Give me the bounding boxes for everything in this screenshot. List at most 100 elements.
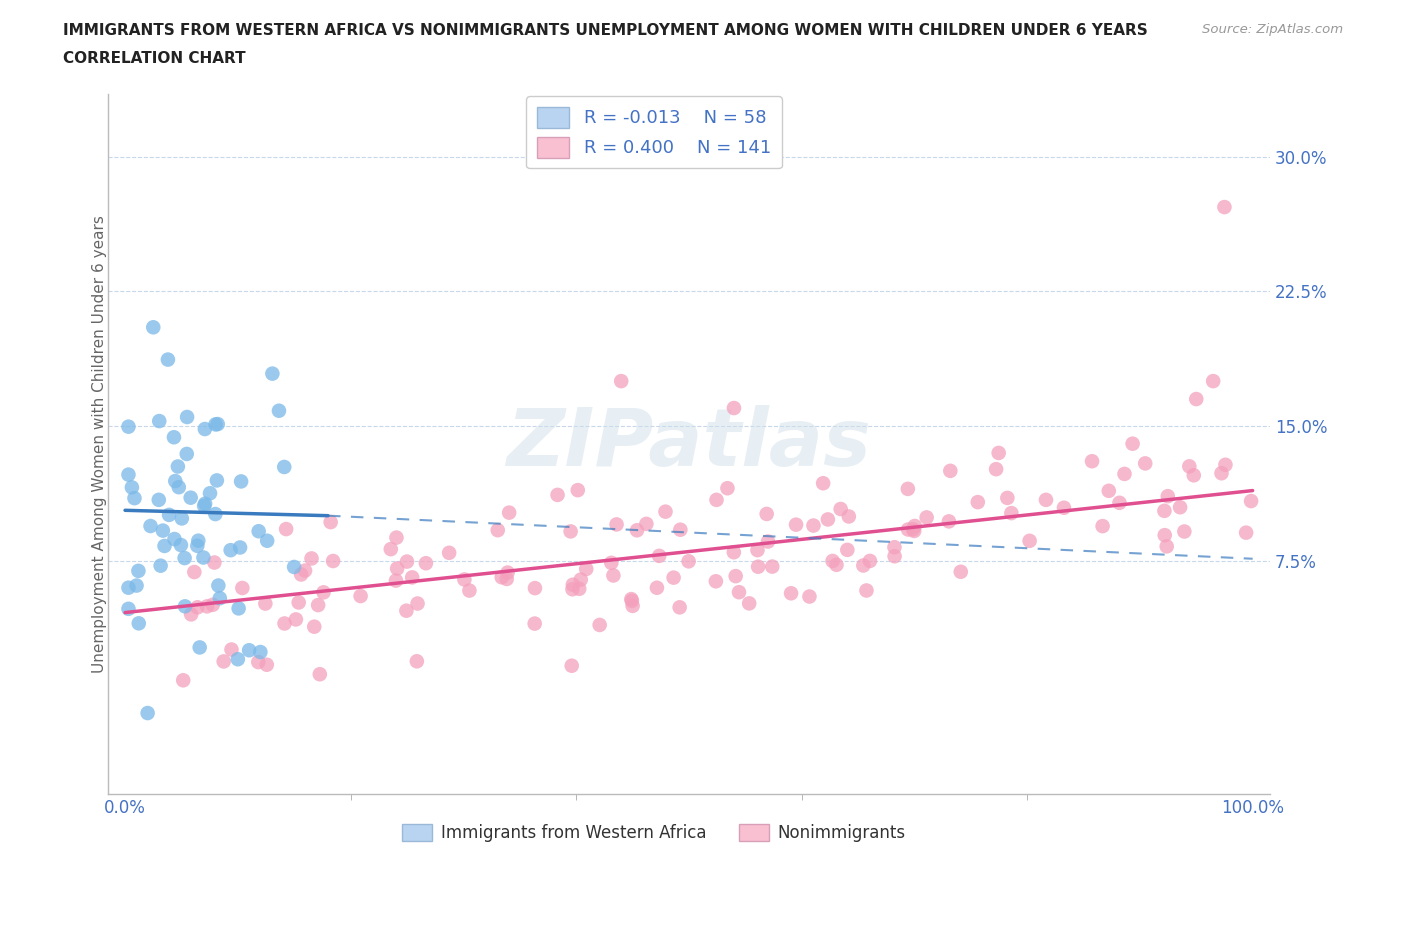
Point <box>1213 200 1236 215</box>
Point <box>308 667 330 682</box>
Point <box>723 401 745 416</box>
Point <box>523 617 546 631</box>
Point <box>1091 519 1114 534</box>
Point <box>1081 454 1104 469</box>
Point <box>349 589 371 604</box>
Point <box>915 510 938 525</box>
Point <box>322 553 344 568</box>
Point <box>747 559 769 574</box>
Point <box>194 421 217 436</box>
Point <box>204 417 226 432</box>
Point <box>1234 525 1257 540</box>
Point <box>668 600 690 615</box>
Point <box>124 491 146 506</box>
Point <box>287 595 309 610</box>
Point <box>205 473 228 488</box>
Point <box>194 497 217 512</box>
Point <box>208 591 231 605</box>
Point <box>231 580 253 595</box>
Point <box>1000 506 1022 521</box>
Point <box>1211 466 1233 481</box>
Point <box>249 644 271 659</box>
Point <box>723 545 745 560</box>
Legend: Immigrants from Western Africa, Nonimmigrants: Immigrants from Western Africa, Nonimmig… <box>395 817 912 848</box>
Point <box>724 568 747 583</box>
Point <box>304 619 326 634</box>
Point <box>498 505 520 520</box>
Point <box>157 508 180 523</box>
Point <box>855 583 877 598</box>
Point <box>755 507 778 522</box>
Point <box>904 519 927 534</box>
Point <box>1122 436 1144 451</box>
Point <box>136 706 159 721</box>
Point <box>385 561 408 576</box>
Point <box>294 564 316 578</box>
Point <box>405 654 427 669</box>
Point <box>183 565 205 579</box>
Point <box>267 404 290 418</box>
Point <box>212 654 235 669</box>
Point <box>654 504 676 519</box>
Point <box>811 476 834 491</box>
Point <box>142 320 165 335</box>
Point <box>256 533 278 548</box>
Point <box>163 430 186 445</box>
Point <box>1240 494 1263 509</box>
Point <box>172 672 194 687</box>
Point <box>645 580 668 595</box>
Point <box>569 572 592 587</box>
Point <box>1178 458 1201 473</box>
Point <box>167 480 190 495</box>
Point <box>1202 374 1225 389</box>
Point <box>198 485 221 500</box>
Point <box>495 572 517 587</box>
Point <box>301 551 323 565</box>
Point <box>229 540 252 555</box>
Point <box>966 495 988 510</box>
Point <box>883 549 905 564</box>
Point <box>204 507 226 522</box>
Point <box>193 498 215 513</box>
Point <box>127 564 149 578</box>
Point <box>491 570 513 585</box>
Point <box>207 578 229 593</box>
Point <box>1114 467 1136 482</box>
Point <box>706 492 728 507</box>
Point <box>163 532 186 547</box>
Point <box>567 483 589 498</box>
Point <box>125 578 148 593</box>
Point <box>837 542 859 557</box>
Point <box>1153 527 1175 542</box>
Point <box>620 593 643 608</box>
Point <box>290 567 312 582</box>
Point <box>117 467 139 482</box>
Point <box>238 643 260 658</box>
Point <box>825 557 848 572</box>
Point <box>170 511 193 525</box>
Point <box>738 596 761 611</box>
Point <box>678 554 700 569</box>
Text: CORRELATION CHART: CORRELATION CHART <box>63 51 246 66</box>
Point <box>987 445 1010 460</box>
Point <box>453 572 475 587</box>
Point <box>226 652 249 667</box>
Point <box>747 543 769 558</box>
Point <box>153 538 176 553</box>
Point <box>188 640 211 655</box>
Point <box>415 556 437 571</box>
Point <box>380 541 402 556</box>
Point <box>897 522 920 537</box>
Point <box>312 585 335 600</box>
Point <box>704 574 727 589</box>
Point <box>1185 392 1208 406</box>
Point <box>626 523 648 538</box>
Point <box>939 463 962 478</box>
Point <box>575 562 598 577</box>
Point <box>817 512 839 527</box>
Point <box>636 516 658 531</box>
Point <box>176 409 198 424</box>
Point <box>117 580 139 595</box>
Point <box>247 655 270 670</box>
Point <box>1018 534 1040 549</box>
